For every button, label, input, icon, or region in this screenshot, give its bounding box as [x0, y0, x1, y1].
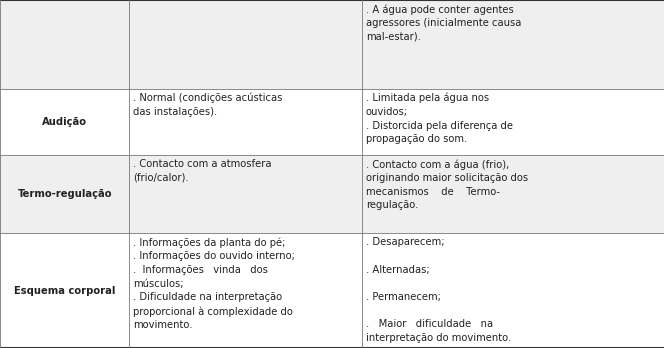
Text: Esquema corporal: Esquema corporal: [14, 286, 116, 295]
Bar: [0, 155, 129, 233]
Bar: [129, 89, 362, 155]
Bar: [362, 0, 664, 89]
Bar: [0, 233, 129, 348]
Bar: [0, 89, 129, 155]
Text: Audição: Audição: [42, 117, 87, 127]
Bar: [129, 155, 362, 233]
Text: . Normal (condições acústicas
das instalações).: . Normal (condições acústicas das instal…: [133, 93, 283, 117]
Bar: [0, 0, 129, 89]
Text: . Contacto com a atmosfera
(frio/calor).: . Contacto com a atmosfera (frio/calor).: [133, 159, 272, 183]
Bar: [129, 0, 362, 89]
Bar: [362, 155, 664, 233]
Text: . Limitada pela água nos
ouvidos;
. Distorcida pela diferença de
propagação do s: . Limitada pela água nos ouvidos; . Dist…: [366, 93, 513, 144]
Text: . Contacto com a água (frio),
originando maior solicitação dos
mecanismos    de : . Contacto com a água (frio), originando…: [366, 159, 528, 210]
Text: Termo-regulação: Termo-regulação: [17, 189, 112, 199]
Bar: [129, 233, 362, 348]
Bar: [362, 89, 664, 155]
Text: . Informações da planta do pé;
. Informações do ouvido interno;
.  Informações  : . Informações da planta do pé; . Informa…: [133, 237, 295, 330]
Text: . Desaparecem;

. Alternadas;

. Permanecem;

.   Maior   dificuldade   na
inter: . Desaparecem; . Alternadas; . Permanece…: [366, 237, 511, 342]
Bar: [362, 233, 664, 348]
Text: . A água pode conter agentes
agressores (inicialmente causa
mal-estar).: . A água pode conter agentes agressores …: [366, 4, 521, 42]
